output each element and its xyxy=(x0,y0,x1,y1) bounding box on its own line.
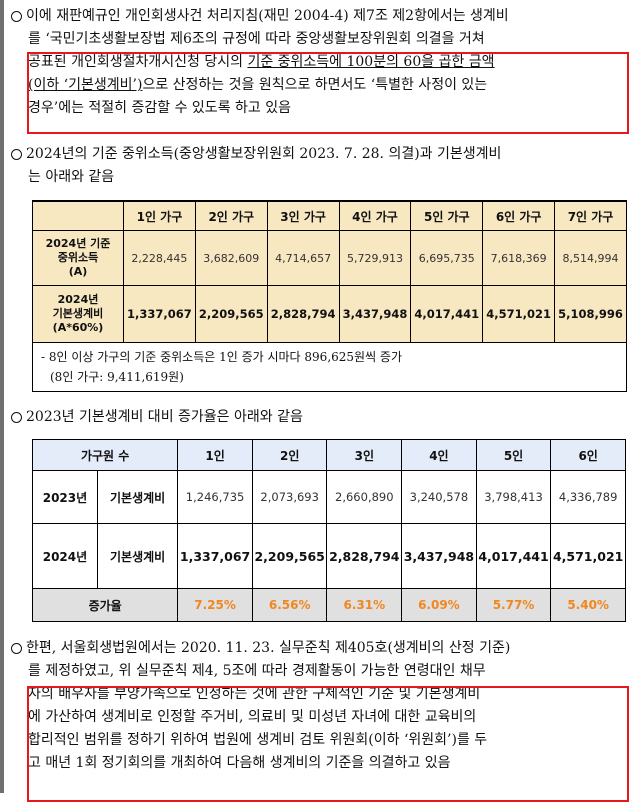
base-living-cost-cell: 4,571,021 xyxy=(482,285,556,343)
base-living-cost-cell: 1,337,067 xyxy=(123,285,196,343)
row-2023-year: 2023년 xyxy=(32,470,98,524)
table1-header: 4인 가구 xyxy=(338,200,412,231)
bullet-icon xyxy=(10,637,26,660)
base-living-cost-label: 2024년 기본생계비 (A*60%) xyxy=(32,285,124,343)
row-2024-cell: 2,209,565 xyxy=(251,523,328,589)
rate-cell: 6.56% xyxy=(251,588,328,622)
paragraph-4: 한편, 서울회생법원에서는 2020. 11. 23. 실무준칙 제405호(생… xyxy=(10,637,628,775)
table1-header: 5인 가구 xyxy=(410,200,484,231)
p2-line-2: 는 아래와 같음 xyxy=(28,169,115,185)
row-2023-cell: 2,073,693 xyxy=(251,470,328,524)
table1-note: - 8인 이상 가구의 기준 중위소득은 1인 증가 시마다 896,625원씩… xyxy=(32,342,627,392)
table1-header: 3인 가구 xyxy=(266,200,340,231)
rate-cell: 5.77% xyxy=(475,588,552,622)
p4-line-4: 에 가산하여 생계비로 인정할 주거비, 의료비 및 미성년 자녀에 대한 교육… xyxy=(28,709,477,725)
row-2024-cell: 2,828,794 xyxy=(326,523,403,589)
rate-cell: 6.09% xyxy=(401,588,477,622)
p3-text: 2023년 기본생계비 대비 증가율은 아래와 같음 xyxy=(26,409,303,425)
paragraph-1: 이에 재판예규인 개인회생사건 처리지침(재민 2004-4) 제7조 제2항에… xyxy=(10,5,628,120)
table1-note-2: (8인 가구: 9,411,619원) xyxy=(50,370,184,384)
table2-header: 5인 xyxy=(475,439,552,471)
bullet-icon xyxy=(10,406,26,429)
row-2024-cell: 4,017,441 xyxy=(475,523,552,589)
median-income-cell: 4,714,657 xyxy=(266,230,340,286)
table1-header: 1인 가구 xyxy=(123,200,196,231)
table2-header-label: 가구원 수 xyxy=(31,439,179,471)
median-income-cell: 7,618,369 xyxy=(482,230,556,286)
bullet-icon xyxy=(10,5,26,28)
p1-abbrev: (이하 ‘기본생계비’) xyxy=(28,77,143,93)
p4-line-2: 를 제정하였고, 위 실무준칙 제4, 5조에 따라 경제활동이 가능한 연령대… xyxy=(28,663,486,679)
table1-header: 6인 가구 xyxy=(482,200,556,231)
base-living-cost-cell: 2,209,565 xyxy=(194,285,268,343)
p1-line-4: 으로 산정하는 것을 원칙으로 하면서도 ‘특별한 사정이 있는 xyxy=(142,77,488,93)
table2-header: 2인 xyxy=(251,439,328,471)
p1-line-3: 공표된 개인회생절차개시신청 당시의 xyxy=(28,54,248,70)
row-2023-cell: 3,798,413 xyxy=(475,470,552,524)
median-income-cell: 8,514,994 xyxy=(554,230,627,286)
p4-line-6: 고 매년 1회 정기회의를 개최하여 다음해 생계비의 기준을 의결하고 있음 xyxy=(28,755,451,771)
row-2024-cell: 3,437,948 xyxy=(401,523,477,589)
row-2024-label: 기본생계비 xyxy=(96,523,179,589)
table2-header: 6인 xyxy=(550,439,626,471)
median-income-cell: 6,695,735 xyxy=(410,230,484,286)
highlight-box-2 xyxy=(27,686,629,802)
paragraph-3: 2023년 기본생계비 대비 증가율은 아래와 같음 xyxy=(10,406,628,429)
median-income-label: 2024년 기준 중위소득 (A) xyxy=(32,230,124,286)
base-living-cost-cell: 4,017,441 xyxy=(410,285,484,343)
p1-line-1: 이에 재판예규인 개인회생사건 처리지침(재민 2004-4) 제7조 제2항에… xyxy=(26,8,509,24)
increase-rate-table: 가구원 수 1인 2인 3인 4인 5인 6인 2023년 기본생계비 1,24… xyxy=(31,439,626,622)
row-2024-cell: 1,337,067 xyxy=(177,523,253,589)
p2-line-1: 2024년의 기준 중위소득(중앙생활보장위원회 2023. 7. 28. 의결… xyxy=(26,146,502,162)
median-income-table: 1인 가구 2인 가구 3인 가구 4인 가구 5인 가구 6인 가구 7인 가… xyxy=(32,200,627,392)
rate-cell: 6.31% xyxy=(326,588,403,622)
row-2023-cell: 4,336,789 xyxy=(550,470,626,524)
row-2023-cell: 3,240,578 xyxy=(401,470,477,524)
row-2023-cell: 2,660,890 xyxy=(326,470,403,524)
p1-line-2: 를 ‘국민기초생활보장법 제6조의 규정에 따라 중앙생활보장위원회 의결을 거… xyxy=(28,31,485,47)
highlight-box-1 xyxy=(27,52,629,134)
rate-label: 증가율 xyxy=(31,588,179,622)
row-2023-label: 기본생계비 xyxy=(96,470,179,524)
table1-header: 7인 가구 xyxy=(554,200,627,231)
median-income-cell: 2,228,445 xyxy=(123,230,196,286)
base-living-cost-cell: 5,108,996 xyxy=(554,285,627,343)
median-income-cell: 5,729,913 xyxy=(338,230,412,286)
p1-underlined: 기준 중위소득에 100분의 60을 곱한 금액 xyxy=(247,54,495,70)
p1-line-5: 경우’에는 적절히 증감할 수 있도록 하고 있음 xyxy=(28,100,291,116)
rate-cell: 5.40% xyxy=(550,588,626,622)
table2-header: 1인 xyxy=(177,439,253,471)
p4-line-3: 자의 배우자를 부양가족으로 인정하는 것에 관한 구체적인 기준 및 기본생계… xyxy=(28,686,481,702)
base-living-cost-cell: 3,437,948 xyxy=(338,285,412,343)
table1-note-1: - 8인 이상 가구의 기준 중위소득은 1인 증가 시마다 896,625원씩… xyxy=(41,350,403,364)
table2-header: 4인 xyxy=(401,439,477,471)
p4-line-1: 한편, 서울회생법원에서는 2020. 11. 23. 실무준칙 제405호(생… xyxy=(26,640,511,656)
p4-line-5: 합리적인 범위를 정하기 위하여 법원에 생계비 검토 위원회(이하 ‘위원회’… xyxy=(28,732,488,748)
row-2024-cell: 4,571,021 xyxy=(550,523,626,589)
table1-header: 2인 가구 xyxy=(194,200,268,231)
table2-header: 3인 xyxy=(326,439,403,471)
row-2024-year: 2024년 xyxy=(32,523,98,589)
left-margin-bar xyxy=(0,0,4,793)
bullet-icon xyxy=(10,143,26,166)
base-living-cost-cell: 2,828,794 xyxy=(266,285,340,343)
row-2023-cell: 1,246,735 xyxy=(177,470,253,524)
rate-cell: 7.25% xyxy=(177,588,253,622)
median-income-cell: 3,682,609 xyxy=(194,230,268,286)
paragraph-2: 2024년의 기준 중위소득(중앙생활보장위원회 2023. 7. 28. 의결… xyxy=(10,143,628,189)
